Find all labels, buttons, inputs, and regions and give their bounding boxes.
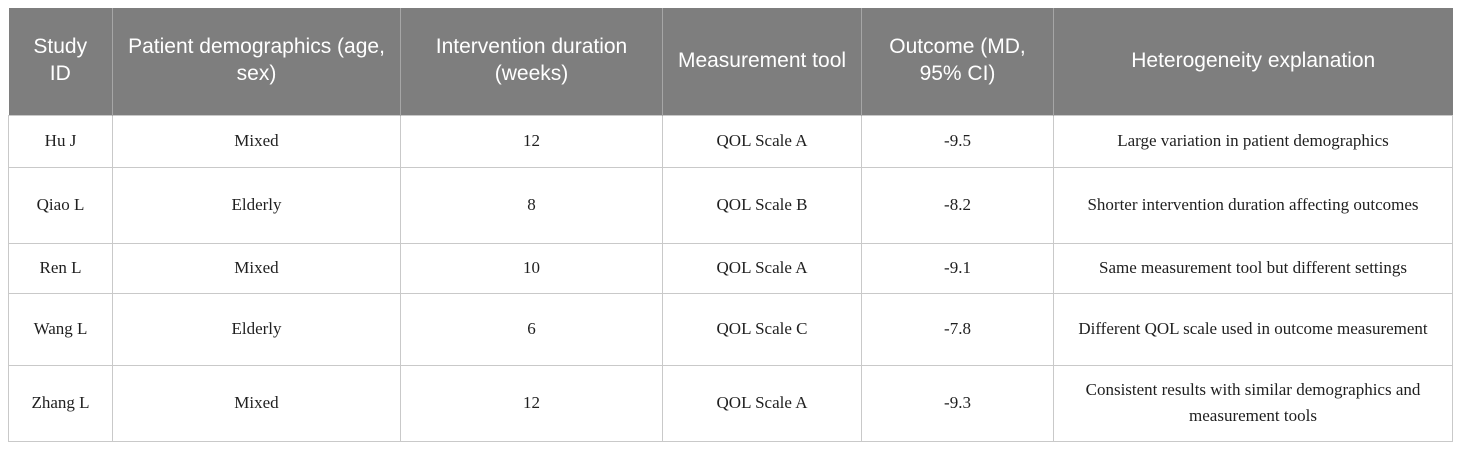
cell-measurement: QOL Scale B: [662, 166, 862, 244]
table-row-zhang-l: Zhang L Mixed 12 QOL Scale A -9.3 Consis…: [8, 364, 1453, 442]
cell-duration: 12: [400, 364, 663, 442]
cell-demographics: Elderly: [112, 166, 401, 244]
cell-heterogeneity: Consistent results with similar demograp…: [1053, 364, 1453, 442]
col-header-measurement: Measurement tool: [662, 8, 862, 115]
cell-duration: 6: [400, 292, 663, 366]
cell-study-id: Zhang L: [8, 364, 113, 442]
cell-outcome: -7.8: [861, 292, 1054, 366]
cell-duration: 12: [400, 114, 663, 168]
header-row: Study ID Patient demographics (age, sex)…: [8, 8, 1453, 115]
cell-heterogeneity: Large variation in patient demographics: [1053, 114, 1453, 168]
table-row-hu-j: Hu J Mixed 12 QOL Scale A -9.5 Large var…: [8, 114, 1453, 168]
cell-outcome: -9.5: [861, 114, 1054, 168]
cell-heterogeneity: Different QOL scale used in outcome meas…: [1053, 292, 1453, 366]
cell-measurement: QOL Scale A: [662, 242, 862, 294]
cell-outcome: -9.1: [861, 242, 1054, 294]
cell-demographics: Mixed: [112, 242, 401, 294]
col-header-outcome: Outcome (MD, 95% CI): [861, 8, 1054, 115]
cell-demographics: Mixed: [112, 364, 401, 442]
table-row-ren-l: Ren L Mixed 10 QOL Scale A -9.1 Same mea…: [8, 242, 1453, 294]
cell-heterogeneity: Same measurement tool but different sett…: [1053, 242, 1453, 294]
cell-outcome: -8.2: [861, 166, 1054, 244]
cell-study-id: Wang L: [8, 292, 113, 366]
cell-heterogeneity: Shorter intervention duration affecting …: [1053, 166, 1453, 244]
cell-study-id: Hu J: [8, 114, 113, 168]
col-header-heterogeneity: Heterogeneity explanation: [1053, 8, 1453, 115]
cell-study-id: Ren L: [8, 242, 113, 294]
table-row-wang-l: Wang L Elderly 6 QOL Scale C -7.8 Differ…: [8, 292, 1453, 366]
col-header-demographics: Patient demographics (age, sex): [112, 8, 401, 115]
col-header-study-id: Study ID: [8, 8, 113, 115]
cell-study-id: Qiao L: [8, 166, 113, 244]
cell-demographics: Mixed: [112, 114, 401, 168]
cell-measurement: QOL Scale A: [662, 114, 862, 168]
cell-demographics: Elderly: [112, 292, 401, 366]
table-row-qiao-l: Qiao L Elderly 8 QOL Scale B -8.2 Shorte…: [8, 166, 1453, 244]
study-heterogeneity-table: Study ID Patient demographics (age, sex)…: [8, 8, 1453, 442]
cell-measurement: QOL Scale A: [662, 364, 862, 442]
cell-outcome: -9.3: [861, 364, 1054, 442]
cell-duration: 8: [400, 166, 663, 244]
cell-duration: 10: [400, 242, 663, 294]
col-header-duration: Intervention duration (weeks): [400, 8, 663, 115]
cell-measurement: QOL Scale C: [662, 292, 862, 366]
